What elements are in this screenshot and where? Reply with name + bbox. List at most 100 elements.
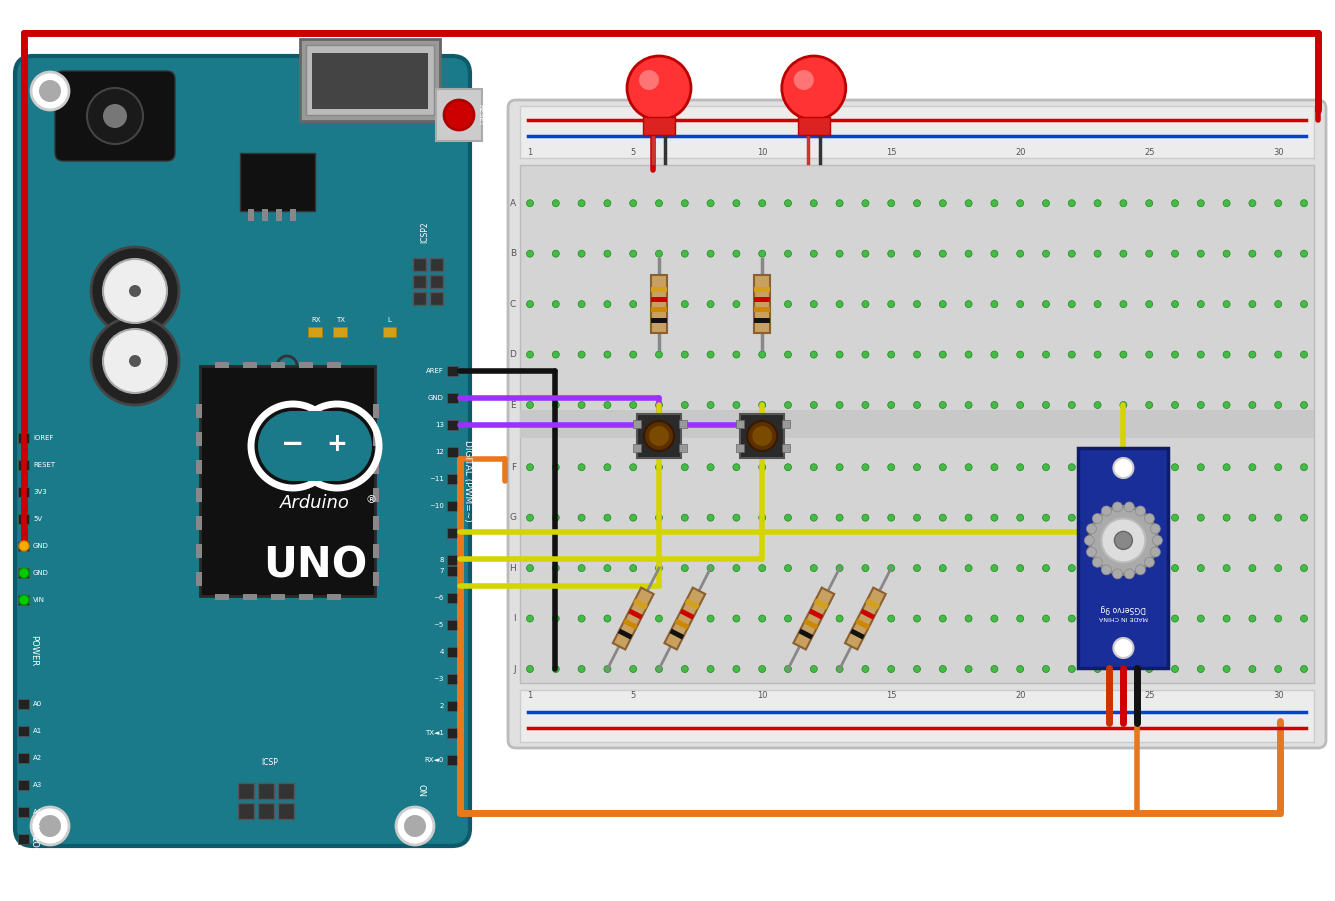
Circle shape [603,301,611,307]
Text: 25: 25 [1144,148,1155,157]
FancyBboxPatch shape [55,71,175,161]
Circle shape [1172,565,1179,571]
Bar [430,275,443,288]
Circle shape [1152,535,1163,545]
Circle shape [1084,535,1095,545]
Circle shape [1120,666,1127,672]
Bar [238,783,254,799]
Circle shape [1095,351,1101,358]
Circle shape [940,666,947,672]
Circle shape [1223,666,1230,672]
Circle shape [862,514,869,521]
Circle shape [1043,666,1049,672]
Circle shape [758,402,766,408]
Circle shape [526,666,534,672]
Circle shape [708,666,714,672]
Circle shape [630,351,637,358]
Circle shape [103,329,167,393]
Circle shape [1145,351,1152,358]
Bar [372,404,379,418]
Circle shape [1124,502,1135,512]
Bar [271,594,284,600]
Text: A0: A0 [33,701,43,707]
Bar [215,362,230,368]
Circle shape [1095,200,1101,206]
Circle shape [1068,301,1075,307]
Circle shape [888,615,894,622]
Circle shape [655,402,662,408]
Circle shape [1095,666,1101,672]
Bar [300,39,441,121]
Bar [669,629,685,640]
Circle shape [708,615,714,622]
Circle shape [1172,402,1179,408]
Bar [196,488,202,502]
Circle shape [1068,615,1075,622]
Circle shape [758,351,766,358]
Circle shape [1172,615,1179,622]
Circle shape [708,514,714,521]
Bar [17,807,29,817]
Circle shape [627,56,692,120]
Circle shape [681,514,689,521]
Bar [651,275,668,333]
Circle shape [1250,402,1256,408]
Circle shape [733,666,740,672]
Circle shape [526,464,534,470]
Text: RX: RX [311,317,320,323]
Circle shape [1197,565,1204,571]
Bar [736,420,744,428]
Circle shape [1135,565,1145,575]
Circle shape [578,250,585,257]
Circle shape [888,666,894,672]
Circle shape [1043,301,1049,307]
Text: 5: 5 [630,691,635,700]
Text: 7: 7 [439,568,445,574]
Circle shape [991,200,997,206]
Circle shape [1275,666,1282,672]
Bar [306,45,434,115]
Circle shape [578,666,585,672]
Text: 15: 15 [886,691,896,700]
Circle shape [19,595,29,605]
Bar [680,420,688,428]
Circle shape [888,351,894,358]
Circle shape [1120,514,1127,521]
Circle shape [639,70,659,90]
Circle shape [1115,532,1132,550]
Text: 12: 12 [435,449,445,455]
Circle shape [578,402,585,408]
Circle shape [1089,506,1157,575]
Circle shape [1068,200,1075,206]
Circle shape [91,247,179,335]
Text: B: B [510,250,517,259]
Circle shape [1275,565,1282,571]
Circle shape [1250,301,1256,307]
Bar [680,444,688,452]
Circle shape [888,514,894,521]
Bar [447,447,458,457]
Circle shape [1095,464,1101,470]
Text: ~10: ~10 [429,503,445,509]
Circle shape [913,301,921,307]
Circle shape [630,666,637,672]
Circle shape [1120,250,1127,257]
Circle shape [733,301,740,307]
Circle shape [1068,514,1075,521]
Circle shape [1068,250,1075,257]
Circle shape [578,514,585,521]
Circle shape [1112,502,1123,512]
Circle shape [526,615,534,622]
Circle shape [19,541,29,551]
Circle shape [785,301,792,307]
Text: 10: 10 [757,691,768,700]
Bar [240,153,315,211]
Circle shape [258,411,328,481]
Bar [243,594,258,600]
Circle shape [836,200,844,206]
Bar [651,287,668,292]
Bar [430,292,443,305]
Circle shape [1120,200,1127,206]
Circle shape [810,200,817,206]
Circle shape [733,351,740,358]
